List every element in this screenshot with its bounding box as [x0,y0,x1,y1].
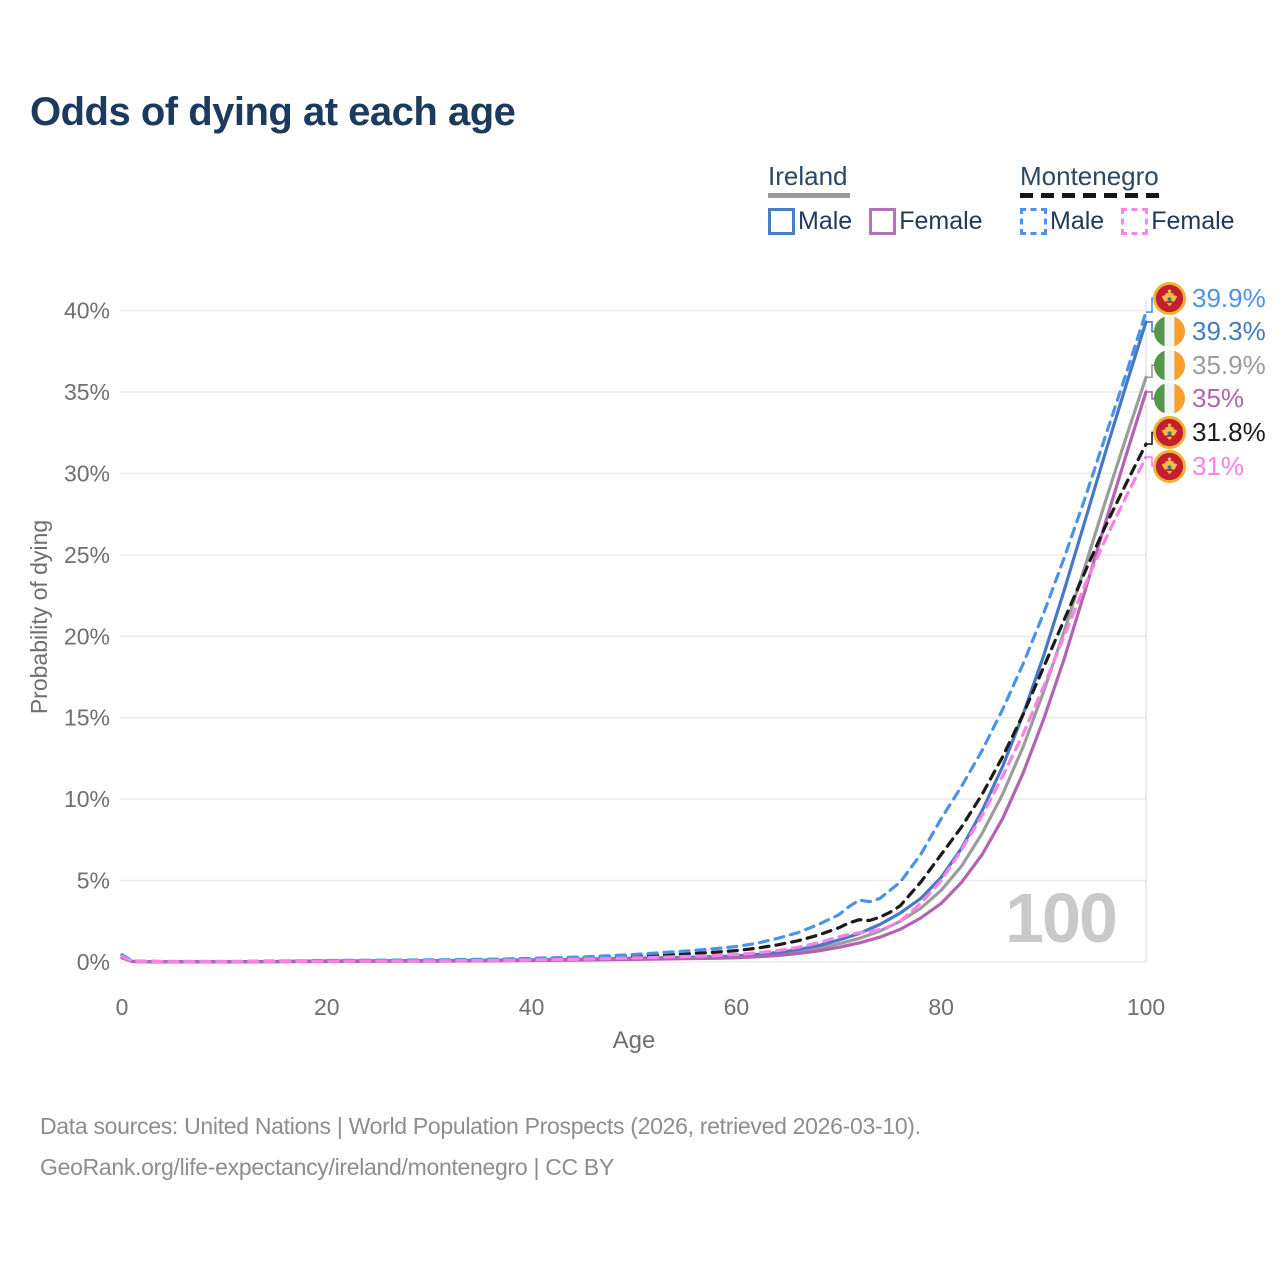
footer-attribution-line: GeoRank.org/life-expectancy/ireland/mont… [40,1154,615,1180]
series-lines [120,310,1148,964]
ireland-flag-icon [1153,383,1186,415]
series-line-irl-male [120,320,1148,964]
end-label-mne-both: 31.8% [1153,415,1266,449]
montenegro-line-style-swatch [1020,193,1162,198]
ireland-flag-icon [1153,316,1186,348]
end-value-mne-both: 31.8% [1192,416,1266,447]
x-axis-title: Age [613,1027,656,1054]
gridlines [120,300,1147,963]
montenegro-male-label: Male [1050,207,1105,235]
ireland-female-label: Female [899,207,983,235]
data-source-footer: Data sources: United Nations | World Pop… [40,1106,921,1188]
end-value-irl-both: 35.9% [1192,349,1266,380]
x-tick-100: 100 [1127,994,1165,1020]
ireland-female-swatch [869,208,897,235]
x-tick-40: 40 [519,994,545,1020]
ireland-male-label: Male [798,207,853,235]
footer-sources-line: Data sources: United Nations | World Pop… [40,1113,921,1139]
y-tick-30%: 30% [64,460,110,486]
montenegro-male-swatch [1020,208,1047,235]
legend-montenegro-title: Montenegro [1020,161,1159,191]
ireland-flag-icon [1153,349,1186,381]
montenegro-flag-icon [1153,415,1186,449]
x-tick-60: 60 [724,994,750,1020]
y-tick-5%: 5% [77,868,110,894]
ireland-line-style-swatch [768,193,850,198]
series-line-mne-both [120,442,1148,964]
end-label-mne-male: 39.9% [1153,281,1266,315]
x-tick-20: 20 [314,994,340,1020]
y-axis-title: Probability of dying [26,520,52,714]
series-line-mne-female [120,455,1148,964]
montenegro-female-label: Female [1151,207,1235,235]
current-age-indicator: 100 [1005,879,1118,957]
end-label-irl-both: 35.9% [1153,348,1266,382]
end-value-mne-female: 31% [1192,450,1245,481]
page-title: Odds of dying at each age [30,90,516,134]
x-axis-tick-labels: 0 20 40 60 80 100 [116,994,1166,1020]
y-tick-10%: 10% [64,786,110,812]
montenegro-flag-icon [1153,449,1186,483]
x-tick-80: 80 [928,994,954,1020]
y-tick-15%: 15% [64,705,110,731]
series-line-irl-female [120,390,1148,964]
legend-group-montenegro: Montenegro Male Female [1020,162,1235,236]
end-value-irl-male: 39.3% [1192,316,1266,347]
ireland-male-swatch [768,208,795,235]
end-label-irl-female: 35% [1153,382,1244,416]
series-line-irl-both [120,375,1148,964]
y-tick-35%: 35% [64,379,110,405]
x-tick-0: 0 [116,994,129,1020]
montenegro-flag-icon [1153,281,1186,315]
y-axis-tick-labels: 0% 5% 10% 15% 20% 25% 30% 35% 40% [64,298,110,976]
end-label-irl-male: 39.3% [1153,315,1266,349]
end-value-irl-female: 35% [1192,383,1245,414]
end-label-mne-female: 31% [1153,449,1244,483]
y-tick-0%: 0% [77,949,110,975]
montenegro-female-swatch [1121,208,1149,235]
legend-ireland-title: Ireland [768,161,848,191]
legend-group-ireland: Ireland Male Female [768,162,983,236]
y-tick-20%: 20% [64,623,110,649]
end-value-mne-male: 39.9% [1192,282,1266,313]
y-tick-40%: 40% [64,298,110,324]
y-tick-25%: 25% [64,542,110,568]
